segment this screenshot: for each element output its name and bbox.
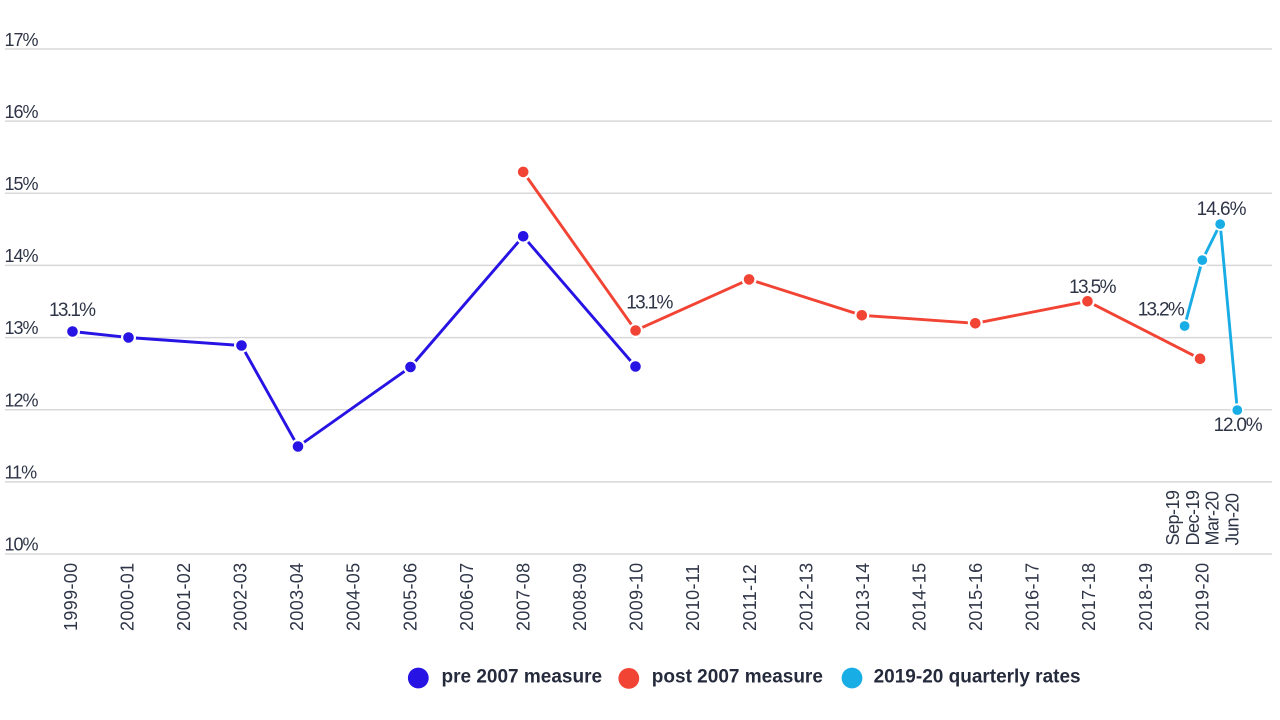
svg-text:pre 2007 measure: pre 2007 measure [442, 667, 603, 688]
svg-text:2008-09: 2008-09 [570, 562, 590, 631]
svg-text:15%: 15% [5, 174, 39, 194]
svg-text:2015-16: 2015-16 [966, 562, 986, 631]
svg-text:1999-00: 1999-00 [61, 562, 81, 631]
svg-text:2005-06: 2005-06 [400, 562, 420, 631]
svg-text:Jun-20: Jun-20 [1223, 493, 1243, 546]
svg-text:2001-02: 2001-02 [174, 562, 194, 631]
svg-text:13.5%: 13.5% [1069, 277, 1117, 298]
svg-text:13.1%: 13.1% [49, 300, 96, 321]
svg-text:2004-05: 2004-05 [344, 562, 364, 631]
svg-text:Sep-19: Sep-19 [1163, 490, 1183, 546]
svg-text:2006-07: 2006-07 [457, 562, 477, 631]
svg-text:2016-17: 2016-17 [1023, 562, 1043, 631]
svg-text:17%: 17% [5, 30, 39, 50]
svg-text:2011-12: 2011-12 [740, 564, 760, 631]
svg-text:16%: 16% [5, 102, 39, 122]
svg-text:10%: 10% [5, 535, 39, 555]
svg-text:Dec-19: Dec-19 [1183, 490, 1203, 546]
svg-text:2009-10: 2009-10 [627, 562, 647, 631]
svg-text:2000-01: 2000-01 [117, 562, 137, 631]
svg-text:12.0%: 12.0% [1214, 415, 1263, 436]
svg-text:2017-18: 2017-18 [1079, 562, 1099, 631]
svg-text:Mar-20: Mar-20 [1203, 491, 1223, 546]
svg-text:12%: 12% [5, 390, 39, 410]
svg-text:2019-20 quarterly rates: 2019-20 quarterly rates [874, 667, 1081, 688]
svg-text:13%: 13% [5, 318, 39, 338]
svg-text:2019-20: 2019-20 [1192, 562, 1212, 631]
svg-text:11%: 11% [5, 463, 38, 483]
svg-text:2003-04: 2003-04 [287, 562, 307, 631]
svg-text:13.1%: 13.1% [626, 293, 673, 314]
svg-text:2002-03: 2002-03 [231, 562, 251, 631]
svg-text:2012-13: 2012-13 [796, 562, 816, 631]
svg-text:post 2007 measure: post 2007 measure [652, 667, 823, 688]
svg-text:14%: 14% [5, 246, 39, 266]
svg-text:14.6%: 14.6% [1197, 199, 1247, 220]
svg-text:2007-08: 2007-08 [513, 562, 533, 631]
svg-text:13.2%: 13.2% [1138, 300, 1185, 321]
svg-text:2013-14: 2013-14 [853, 562, 873, 631]
svg-text:2018-19: 2018-19 [1136, 562, 1156, 631]
svg-text:2010-11: 2010-11 [683, 564, 703, 631]
svg-text:2014-15: 2014-15 [910, 562, 930, 631]
